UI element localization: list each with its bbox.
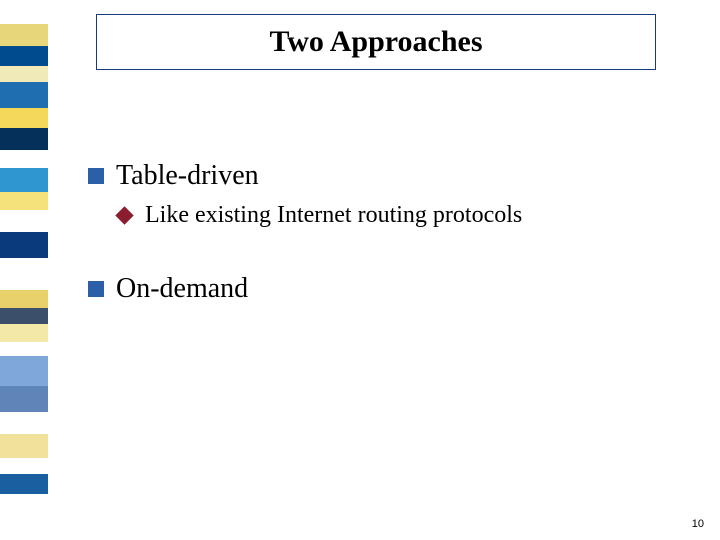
bullet-level2: Like existing Internet routing protocols xyxy=(118,202,688,229)
sidebar-segment xyxy=(0,82,48,108)
sidebar-segment xyxy=(0,108,48,128)
sidebar-segment xyxy=(0,386,48,412)
sidebar-segment xyxy=(0,342,48,356)
bullet-text: Table-driven xyxy=(116,160,259,192)
sidebar-segment xyxy=(0,24,48,46)
sidebar-segment xyxy=(0,168,48,192)
diamond-bullet-icon xyxy=(115,206,133,224)
title-box: Two Approaches xyxy=(96,14,656,70)
sidebar-segment xyxy=(0,290,48,308)
sidebar-segment xyxy=(0,66,48,82)
sidebar-segment xyxy=(0,192,48,210)
page-number: 10 xyxy=(692,518,704,530)
sidebar-segment xyxy=(0,494,48,540)
bullet-level1: Table-driven xyxy=(88,160,688,192)
sidebar-segment xyxy=(0,474,48,494)
sub-bullet-text: Like existing Internet routing protocols xyxy=(145,202,522,229)
slide-content: Table-driven Like existing Internet rout… xyxy=(88,160,688,315)
sidebar-segment xyxy=(0,232,48,258)
bullet-text: On-demand xyxy=(116,273,248,305)
square-bullet-icon xyxy=(88,168,104,184)
sidebar-segment xyxy=(0,258,48,290)
sidebar-segment xyxy=(0,434,48,458)
slide-title: Two Approaches xyxy=(269,25,482,59)
bullet-level1: On-demand xyxy=(88,273,688,305)
sidebar-segment xyxy=(0,210,48,232)
sidebar-segment xyxy=(0,46,48,66)
decorative-sidebar xyxy=(0,0,48,540)
sidebar-segment xyxy=(0,324,48,342)
sidebar-segment xyxy=(0,150,48,168)
sidebar-segment xyxy=(0,308,48,324)
sidebar-segment xyxy=(0,356,48,386)
sidebar-segment xyxy=(0,0,48,24)
sidebar-segment xyxy=(0,128,48,150)
square-bullet-icon xyxy=(88,281,104,297)
sidebar-segment xyxy=(0,458,48,474)
sidebar-segment xyxy=(0,412,48,434)
